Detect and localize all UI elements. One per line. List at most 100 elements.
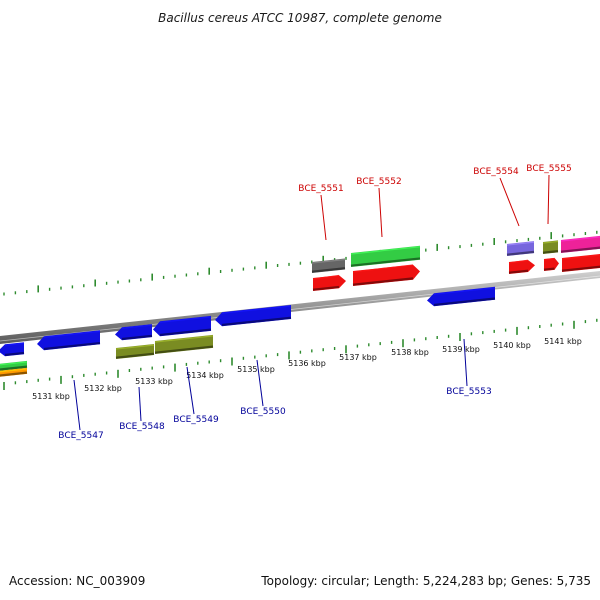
gene-olive-b-shadow (154, 345, 214, 354)
gene-pink-edge (560, 235, 600, 253)
gene-red-d-highlight (543, 257, 555, 261)
gene-bce5551-highlight (311, 258, 346, 264)
kbp-tick-label: 5140 kbp (493, 341, 531, 350)
gene-orange-edge-shadow (0, 371, 28, 377)
gene-bce5547 (37, 330, 101, 351)
map-title: Bacillus cereus ATCC 10987, complete gen… (158, 11, 442, 25)
gene-bce5552 (350, 245, 421, 267)
gene-red-c-body (509, 260, 535, 274)
gene-olive-a-highlight (115, 344, 155, 350)
gene-bce5550-shadow (221, 316, 292, 327)
gene-bce5554-shadow (506, 250, 535, 256)
gene-green-edge (0, 360, 28, 371)
kbp-tick-label: 5136 kbp (288, 359, 326, 368)
kbp-tick-label: 5133 kbp (135, 377, 173, 386)
gene-rev-edge (0, 342, 25, 357)
reverse-leader-line (256, 359, 264, 407)
forward-leader-line (499, 177, 520, 227)
gene-bce5554-highlight (506, 241, 535, 246)
kbp-tick-label: 5141 kbp (544, 337, 582, 346)
forward-locus-label: BCE_5554 (473, 167, 519, 177)
gene-red-d-body (544, 257, 559, 271)
kbp-tick-label: 5134 kbp (186, 371, 224, 380)
gene-red-edge-shadow (561, 265, 600, 272)
gene-bce5552-body (351, 245, 420, 267)
gene-bce5550-highlight (221, 305, 292, 314)
gene-bce5551 (311, 258, 346, 273)
forward-locus-label: BCE_5551 (298, 184, 343, 194)
gene-bce5549-highlight (159, 316, 212, 323)
gene-bce5549 (153, 315, 212, 337)
label-layer: BCE_5551 BCE_5552 BCE_5554 BCE_5555 BCE_5547… (58, 164, 571, 441)
gene-rev-edge-shadow (4, 351, 25, 357)
gene-bce5548 (115, 324, 153, 341)
forward-leader-line (320, 194, 327, 241)
gene-green-edge-highlight (0, 361, 28, 366)
gene-bce5555-shadow (542, 250, 559, 254)
kbp-tick-label: 5137 kbp (339, 353, 377, 362)
gene-olive-b-body (155, 334, 213, 354)
gene-green-edge-shadow (0, 365, 28, 371)
gene-red-c-highlight (508, 259, 529, 264)
accession-text: Accession: NC_003909 (9, 574, 146, 588)
genome-summary-text: Topology: circular; Length: 5,224,283 bp… (261, 574, 591, 588)
gene-bce5547-shadow (43, 341, 101, 351)
gene-red-edge-highlight (561, 254, 600, 260)
reverse-leader-line (138, 386, 142, 422)
gene-bce5554 (506, 241, 535, 256)
gene-bce5550 (215, 305, 292, 327)
gene-red-d-shadow (543, 267, 555, 271)
gene-bce5553-shadow (433, 297, 496, 307)
gene-olive-a (115, 344, 155, 359)
forward-locus-label: BCE_5552 (356, 177, 401, 187)
reverse-leader-line (186, 366, 195, 415)
gene-bce5555 (542, 240, 559, 254)
gene-red-b (352, 264, 420, 286)
gene-red-b-shadow (352, 277, 414, 286)
gene-bce5549-shadow (159, 328, 212, 337)
gene-rev-edge-highlight (4, 342, 25, 346)
tick-layer: 5131 kbp 5132 kbp 5133 kbp 5134 kbp 5135 kbp… (3, 230, 598, 401)
gene-red-c (508, 259, 535, 274)
kbp-tick-label: 5138 kbp (391, 348, 429, 357)
reverse-locus-label: BCE_5553 (446, 387, 491, 397)
reverse-leader-line (73, 379, 81, 431)
gene-red-a (312, 274, 346, 291)
gene-orange-edge-highlight (0, 368, 28, 373)
gene-olive-b-highlight (154, 335, 214, 343)
gene-bce5553-highlight (433, 287, 496, 295)
gene-red-a-highlight (312, 274, 340, 280)
forward-leader-line (547, 174, 550, 225)
backbone-highlight (0, 275, 600, 342)
gene-bce5553 (427, 286, 496, 307)
gene-bce5547-highlight (43, 330, 101, 338)
gene-orange-edge (0, 367, 28, 377)
reverse-leader-line (463, 338, 468, 387)
gene-red-edge (561, 254, 600, 272)
gene-bce5548-highlight (121, 324, 153, 329)
gene-bce5552-highlight (350, 246, 421, 255)
gene-red-c-shadow (508, 269, 529, 274)
gene-red-a-shadow (312, 285, 340, 291)
gene-bce5552-shadow (350, 257, 421, 267)
gene-bce5551-shadow (311, 267, 346, 273)
gene-layer (0, 235, 600, 377)
gene-pink-edge-shadow (560, 246, 600, 253)
kbp-tick-label: 5139 kbp (442, 345, 480, 354)
gene-bce5553-body (427, 286, 495, 307)
kbp-tick-label: 5135 kbp (237, 365, 275, 374)
forward-leader-line (378, 187, 383, 238)
gene-olive-b (154, 334, 214, 354)
gene-olive-a-shadow (115, 352, 155, 359)
gene-bce5548-shadow (121, 334, 153, 341)
kbp-tick-label: 5131 kbp (32, 392, 70, 401)
gene-bce5550-body (215, 305, 291, 327)
kbp-tick-label: 5132 kbp (84, 384, 122, 393)
gene-bce5555-highlight (542, 240, 559, 244)
gene-red-d (543, 257, 559, 271)
reverse-locus-label: BCE_5547 (58, 431, 103, 441)
reverse-locus-label: BCE_5550 (240, 407, 286, 417)
reverse-locus-label: BCE_5548 (119, 422, 165, 432)
forward-locus-label: BCE_5555 (526, 164, 571, 174)
